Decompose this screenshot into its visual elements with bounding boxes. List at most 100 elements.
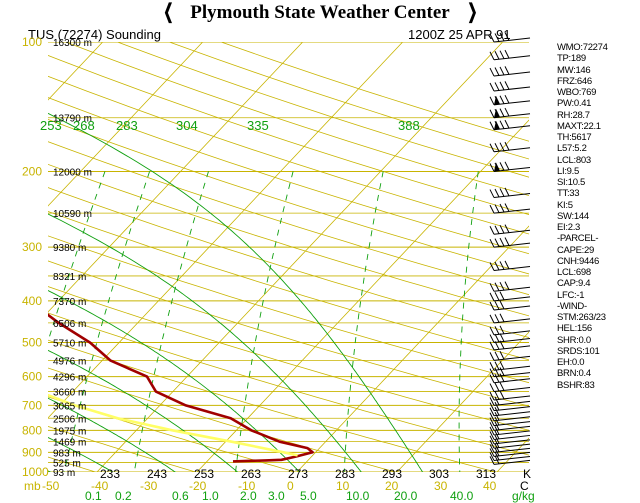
theta-label: 253 (194, 467, 214, 481)
theta-label: 313 (476, 467, 496, 481)
wind-barb (489, 340, 531, 351)
wind-barb (489, 141, 531, 153)
theta-e-label: 388 (398, 118, 420, 133)
height-label: 1469 m (53, 438, 86, 449)
wind-barb (489, 260, 531, 272)
param-line: MW:146 (557, 64, 591, 76)
dry-adiabat (48, 426, 197, 472)
theta-label: 243 (147, 467, 167, 481)
height-label: 93 m (53, 468, 75, 479)
isotherm-line (96, 42, 503, 472)
theta-label: 263 (241, 467, 261, 481)
wind-barb (489, 455, 531, 465)
pressure-label: 100 (22, 35, 42, 49)
param-line: LI:9.5 (557, 165, 579, 177)
wind-barb (489, 49, 531, 61)
wind-barb (489, 390, 531, 401)
wind-barb (489, 107, 531, 119)
mixing-ratio-label: 0.6 (172, 489, 189, 503)
theta-label: 303 (429, 467, 449, 481)
mixing-ratio-label: 3.0 (268, 489, 285, 503)
pressure-label: 700 (22, 398, 42, 412)
theta-label: 273 (288, 467, 308, 481)
wind-barb (489, 237, 531, 248)
wind-barb (489, 300, 531, 311)
temperature-tick-label: -10 (238, 479, 256, 493)
wind-barb (489, 291, 531, 302)
wind-barb (489, 224, 531, 235)
mixing-ratio-label: 5.0 (300, 489, 317, 503)
param-line: FRZ:646 (557, 75, 592, 87)
height-label: 8321 m (53, 272, 86, 283)
theta-e-label: 304 (176, 118, 198, 133)
mixing-ratio-label: 0.1 (85, 489, 102, 503)
param-line: RH:28.7 (557, 109, 590, 121)
wind-barb (489, 81, 531, 92)
param-line: SRDS:101 (557, 345, 600, 357)
height-label: 3065 m (53, 401, 86, 412)
isotherm-line (196, 119, 529, 472)
wind-barb (489, 443, 531, 453)
param-line: WBO:769 (557, 87, 597, 98)
dry-adiabat (48, 75, 529, 235)
temperature-tick-label: 30 (434, 479, 448, 493)
dry-adiabat (65, 42, 529, 197)
mixing-ratio-unit-label: g/kg (512, 489, 535, 503)
dry-adiabat (48, 260, 529, 407)
param-line: SHR:0.0 (557, 334, 591, 346)
pressure-label: 900 (22, 445, 42, 459)
mixing-ratio-line (235, 171, 294, 472)
moist-adiabat (48, 112, 424, 472)
dry-adiabat (48, 235, 529, 384)
param-line: LFC:-1 (557, 289, 585, 301)
wind-barb (489, 401, 531, 412)
moist-adiabat (48, 213, 362, 472)
pressure-label: 500 (22, 336, 42, 350)
param-line: CAP:9.4 (557, 278, 591, 290)
wind-barb (489, 351, 531, 361)
dry-adiabat (48, 396, 297, 472)
param-line: EH:0.0 (557, 357, 585, 368)
dry-adiabat (48, 163, 529, 317)
param-line: LCL:698 (557, 267, 591, 278)
dry-adiabat (48, 286, 529, 431)
isotherm-line (48, 42, 203, 207)
temperature-tick-label: -40 (91, 479, 109, 493)
height-label: 525 m (53, 458, 81, 469)
wind-barb (489, 430, 531, 440)
station-label: TUS (72274) Sounding (28, 27, 161, 42)
height-label: 983 m (53, 448, 81, 459)
param-line: CNH:9446 (557, 255, 599, 267)
wind-barb (489, 451, 531, 461)
isotherm-line (296, 225, 529, 472)
temperature-tick-label: 40 (483, 479, 497, 493)
mixing-ratio-label: 2.0 (240, 489, 257, 503)
param-line: BRN:0.4 (557, 368, 591, 380)
airplane-left-icon: ❮ (162, 1, 173, 23)
theta-label: 293 (382, 467, 402, 481)
mixing-ratio-label: 40.0 (450, 489, 474, 503)
theta-e-label: 253 (40, 118, 62, 133)
wind-barb (489, 66, 531, 77)
height-label: 4976 m (53, 356, 86, 367)
temperature-tick-label: 0 (287, 479, 294, 493)
param-line: EI:2.3 (557, 222, 581, 233)
moist-adiabat (48, 436, 114, 472)
wind-barb (489, 382, 531, 393)
wind-barb (489, 426, 531, 436)
height-label: 12000 m (53, 167, 92, 178)
wind-barb (489, 203, 531, 214)
wind-barb (489, 187, 531, 199)
param-line: TP:189 (557, 53, 586, 65)
param-line: L57:5.2 (557, 143, 587, 155)
wind-barb (489, 406, 531, 417)
dry-adiabat (48, 339, 498, 472)
theta-label: 283 (335, 467, 355, 481)
isotherm-line (396, 331, 529, 472)
wind-barbs (489, 32, 531, 465)
wind-barb (489, 373, 531, 384)
param-line: WMO:72274 (557, 42, 608, 53)
mixing-ratio-line (343, 171, 384, 472)
mixing-ratio-label: 10.0 (346, 489, 370, 503)
